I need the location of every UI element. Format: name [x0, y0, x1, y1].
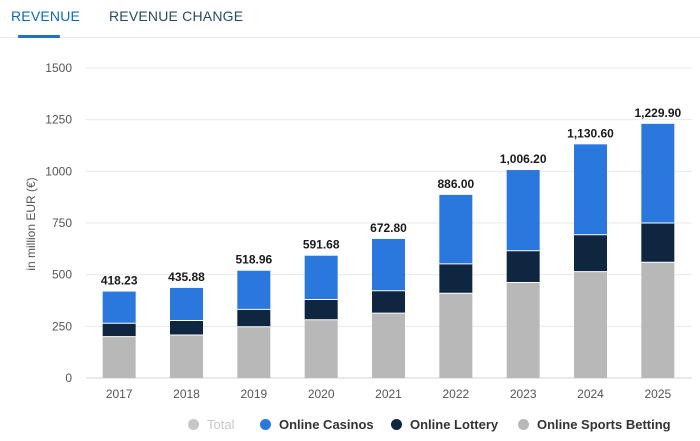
bar-segment-online-casinos[interactable]	[439, 194, 473, 264]
total-data-label: 672.80	[370, 221, 407, 235]
legend-label-online-sports-betting: Online Sports Betting	[537, 416, 671, 432]
bar-segment-online-lottery[interactable]	[372, 290, 405, 314]
total-data-label: 1,229.90	[634, 106, 681, 120]
y-tick-label: 0	[65, 371, 72, 385]
bar-segment-online-casinos[interactable]	[170, 287, 203, 321]
x-tick-label: 2023	[510, 387, 537, 401]
legend-dot	[391, 418, 402, 430]
tab-revenue[interactable]: REVENUE	[11, 8, 81, 24]
total-data-label: 1,006.20	[500, 152, 547, 166]
bar-segment-online-sports-betting[interactable]	[170, 335, 203, 378]
bar-segment-online-casinos[interactable]	[506, 170, 540, 251]
chart-legend: Total Online Casinos Online Lottery Onli…	[0, 414, 700, 434]
bar-segment-online-lottery[interactable]	[102, 323, 136, 337]
y-tick-label: 250	[52, 319, 72, 333]
y-tick-label: 1000	[45, 164, 72, 178]
bar-segment-online-sports-betting[interactable]	[304, 319, 338, 378]
bar-segment-online-lottery[interactable]	[304, 299, 338, 320]
bar-segment-online-lottery[interactable]	[237, 309, 271, 327]
x-tick-label: 2020	[308, 387, 335, 401]
bar-segment-online-casinos[interactable]	[372, 238, 405, 291]
bar-segment-online-sports-betting[interactable]	[641, 262, 675, 378]
bar-segment-online-sports-betting[interactable]	[372, 313, 405, 378]
x-tick-label: 2025	[644, 387, 671, 401]
y-axis-ticks: 0 250 500 750 1000 1250 1500	[45, 61, 72, 385]
revenue-chart: 0 250 500 750 1000 1250 1500 in million EUR (€…	[24, 61, 692, 401]
legend-item-online-sports-betting[interactable]: Online Sports Betting	[518, 414, 671, 434]
legend-dot	[260, 418, 271, 430]
bar-segment-online-sports-betting[interactable]	[237, 326, 271, 378]
legend-dot	[518, 418, 529, 430]
legend-item-total[interactable]: Total	[188, 414, 234, 434]
legend-label-online-lottery: Online Lottery	[410, 416, 499, 432]
total-data-label: 886.00	[437, 177, 474, 191]
x-tick-label: 2019	[240, 387, 267, 401]
bar-segment-online-lottery[interactable]	[170, 320, 203, 336]
bar-segment-online-sports-betting[interactable]	[102, 336, 136, 378]
legend-label-total: Total	[207, 416, 235, 432]
y-tick-label: 1500	[45, 61, 72, 75]
x-tick-label: 2017	[106, 387, 133, 401]
total-data-label: 591.68	[303, 238, 340, 252]
chart-bars	[102, 123, 675, 378]
x-tick-label: 2024	[577, 387, 604, 401]
bar-segment-online-lottery[interactable]	[641, 223, 675, 263]
total-data-label: 1,130.60	[567, 126, 614, 140]
y-tick-label: 1250	[45, 113, 72, 127]
bar-segment-online-lottery[interactable]	[506, 250, 540, 283]
total-data-label: 435.88	[168, 270, 205, 284]
legend-item-online-lottery[interactable]: Online Lottery	[391, 414, 498, 434]
active-tab-indicator	[18, 35, 60, 38]
x-tick-label: 2018	[173, 387, 200, 401]
y-axis-label: in million EUR (€)	[24, 177, 38, 270]
x-tick-label: 2021	[375, 387, 402, 401]
legend-item-online-casinos[interactable]: Online Casinos	[260, 414, 374, 434]
x-axis-ticks: 2017 2018 2019 2020 2021 2022 2023 2024 2025	[106, 387, 672, 401]
total-data-label: 518.96	[235, 253, 272, 267]
x-tick-label: 2022	[442, 387, 469, 401]
bar-segment-online-sports-betting[interactable]	[574, 271, 607, 378]
bar-segment-online-lottery[interactable]	[439, 263, 473, 294]
bar-segment-online-casinos[interactable]	[641, 123, 675, 223]
y-tick-label: 750	[52, 216, 72, 230]
legend-label-online-casinos: Online Casinos	[279, 416, 374, 432]
bar-segment-online-sports-betting[interactable]	[506, 282, 540, 378]
tab-bar: REVENUE REVENUE CHANGE	[0, 0, 700, 38]
total-data-label: 418.23	[101, 274, 138, 288]
bar-segment-online-casinos[interactable]	[574, 144, 607, 235]
legend-dot	[188, 418, 199, 430]
bar-segment-online-sports-betting[interactable]	[439, 293, 473, 378]
tab-revenue-change[interactable]: REVENUE CHANGE	[109, 8, 244, 24]
bar-segment-online-casinos[interactable]	[102, 291, 136, 324]
bar-segment-online-casinos[interactable]	[304, 255, 338, 300]
y-tick-label: 500	[52, 268, 72, 282]
total-data-labels: 418.23 435.88 518.96 591.68 672.80 886.00 1,00…	[101, 106, 682, 288]
bar-segment-online-lottery[interactable]	[574, 234, 607, 272]
bar-segment-online-casinos[interactable]	[237, 270, 271, 310]
